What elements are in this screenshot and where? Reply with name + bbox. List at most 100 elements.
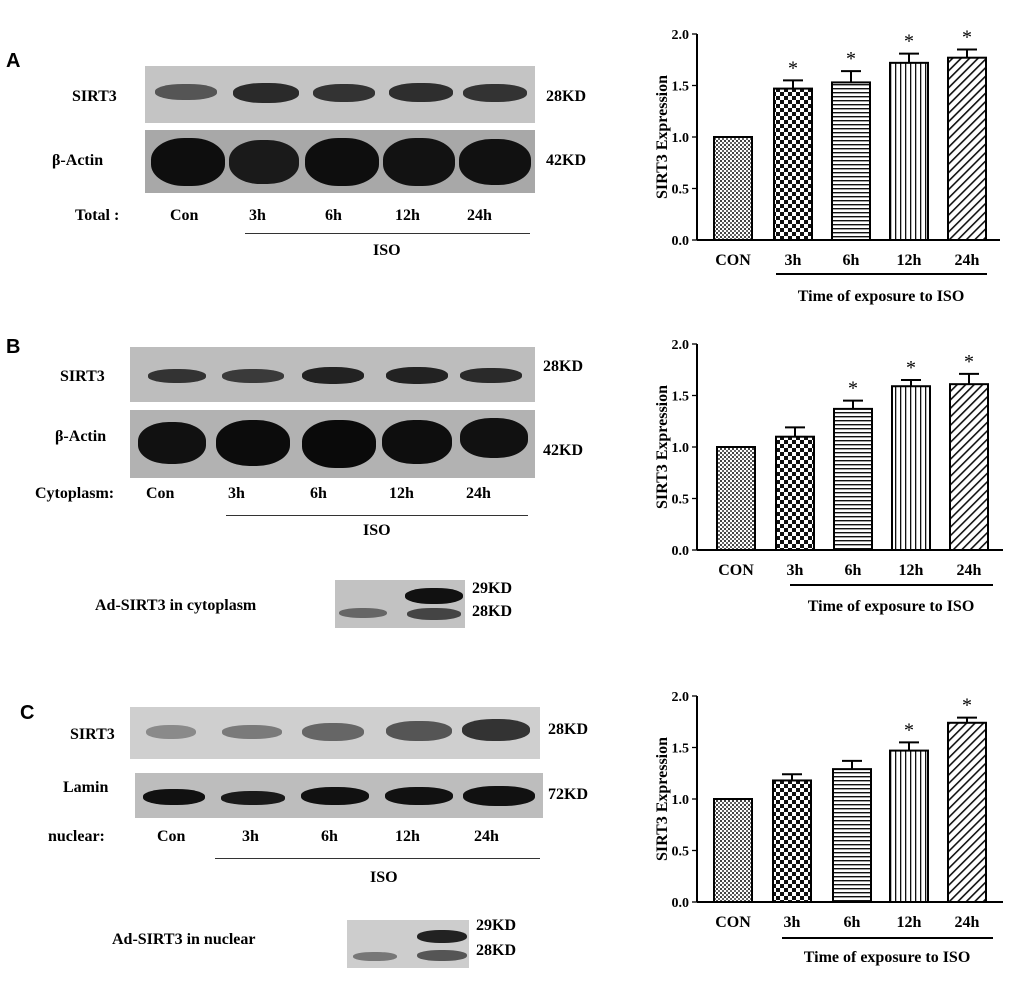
lane-label-a-6h: 6h	[325, 207, 342, 224]
lane-label-b-6h: 6h	[310, 485, 327, 502]
lane-label-b-12h: 12h	[389, 485, 414, 502]
bar-3-CON	[713, 798, 753, 903]
sig-mark-1-2: *	[846, 48, 856, 70]
lane-label-c-24h: 24h	[474, 828, 499, 845]
bar-1-3h	[773, 87, 813, 241]
mw-label-a-1: 28KD	[546, 88, 586, 105]
sig-mark-2-2: *	[848, 378, 858, 400]
y-tick-label-1-1: 0.5	[672, 183, 690, 198]
bar-1-CON	[713, 136, 753, 241]
x-tick-label-1-1: 3h	[785, 252, 802, 269]
blot-sirt3-c	[130, 707, 540, 759]
y-tick-label-3-1: 0.5	[672, 845, 690, 860]
bar-3-12h	[889, 749, 929, 904]
inset-blot-b	[335, 580, 465, 628]
sig-mark-1-4: *	[962, 26, 972, 48]
mw-label-b-1: 28KD	[543, 358, 583, 375]
y-tick-label-1-4: 2.0	[672, 28, 690, 43]
bar-3-3h	[772, 779, 812, 904]
y-tick-label-1-2: 1.0	[672, 131, 690, 146]
y-tick-label-2-1: 0.5	[672, 493, 690, 508]
blot-actin-a	[145, 130, 535, 193]
sig-mark-3-4: *	[962, 695, 972, 717]
inset-mw-c-2: 28KD	[476, 942, 516, 959]
x-tick-label-3-3: 12h	[897, 914, 922, 931]
panel-letter-a: A	[6, 50, 21, 72]
lane-label-a-12h: 12h	[395, 207, 420, 224]
bar-2-12h	[891, 385, 931, 552]
bar-1-6h	[831, 81, 871, 241]
lane-label-c-6h: 6h	[321, 828, 338, 845]
inset-mw-b-2: 28KD	[472, 603, 512, 620]
panel-letter-b: B	[6, 336, 21, 358]
mw-label-c-2: 72KD	[548, 786, 588, 803]
y-tick-label-2-4: 2.0	[672, 338, 690, 353]
x-tick-label-3-4: 24h	[955, 914, 980, 931]
lane-label-b-24h: 24h	[466, 485, 491, 502]
y-tick-label-3-2: 1.0	[672, 793, 690, 808]
lane-label-c-con: Con	[157, 828, 186, 845]
treatment-label-c: ISO	[370, 869, 398, 886]
treatment-bracket-b	[226, 515, 528, 516]
mw-label-a-2: 42KD	[546, 152, 586, 169]
mw-label-b-2: 42KD	[543, 442, 583, 459]
lane-label-b-3h: 3h	[228, 485, 245, 502]
y-tick-label-2-2: 1.0	[672, 441, 690, 456]
y-tick-label-2-3: 1.5	[672, 390, 690, 405]
mw-label-c-1: 28KD	[548, 721, 588, 738]
sig-mark-3-3: *	[904, 719, 914, 741]
treatment-label-b: ISO	[363, 522, 391, 539]
row-label-sirt3-c: SIRT3	[70, 726, 115, 743]
x-tick-label-1-2: 6h	[843, 252, 860, 269]
fraction-label-a: Total :	[75, 207, 120, 224]
lane-label-c-3h: 3h	[242, 828, 259, 845]
bar-3-6h	[832, 768, 872, 903]
x-tick-label-2-1: 3h	[787, 562, 804, 579]
y-title-3: SIRT3 Expression	[654, 737, 671, 861]
lane-label-a-3h: 3h	[249, 207, 266, 224]
x-title-3: Time of exposure to ISO	[804, 949, 971, 966]
x-tick-label-2-4: 24h	[957, 562, 982, 579]
panel-letter-c: C	[20, 702, 35, 724]
inset-mw-b-1: 29KD	[472, 580, 512, 597]
x-tick-label-2-0: CON	[718, 562, 754, 579]
row-label-sirt3-a: SIRT3	[72, 88, 117, 105]
lane-label-a-con: Con	[170, 207, 199, 224]
x-tick-label-2-2: 6h	[845, 562, 862, 579]
inset-label-b: Ad-SIRT3 in cytoplasm	[95, 597, 257, 614]
fraction-label-c: nuclear:	[48, 828, 105, 845]
blot-lamin-c	[135, 773, 543, 818]
x-title-1: Time of exposure to ISO	[798, 288, 965, 305]
y-tick-label-2-0: 0.0	[672, 544, 690, 559]
bar-1-24h	[947, 56, 987, 241]
y-title-1: SIRT3 Expression	[654, 75, 671, 199]
fraction-label-b: Cytoplasm:	[35, 485, 115, 502]
lane-label-c-12h: 12h	[395, 828, 420, 845]
y-tick-label-1-0: 0.0	[672, 234, 690, 249]
row-label-sirt3-b: SIRT3	[60, 368, 105, 385]
sig-mark-2-4: *	[964, 351, 974, 373]
y-tick-label-3-4: 2.0	[672, 690, 690, 705]
blot-sirt3-a	[145, 66, 535, 123]
x-tick-label-2-3: 12h	[899, 562, 924, 579]
sig-mark-1-1: *	[788, 57, 798, 79]
x-tick-label-3-1: 3h	[784, 914, 801, 931]
y-tick-label-3-3: 1.5	[672, 742, 690, 757]
x-tick-label-1-0: CON	[715, 252, 751, 269]
lane-label-b-con: Con	[146, 485, 175, 502]
x-tick-label-3-2: 6h	[844, 914, 861, 931]
treatment-label-a: ISO	[373, 242, 401, 259]
blot-actin-b	[130, 410, 535, 478]
row-label-lamin-c: Lamin	[63, 779, 109, 796]
x-tick-label-3-0: CON	[715, 914, 751, 931]
row-label-actin-b: β-Actin	[55, 428, 107, 445]
inset-label-c: Ad-SIRT3 in nuclear	[112, 931, 256, 948]
y-tick-label-3-0: 0.0	[672, 896, 690, 911]
blot-sirt3-b	[130, 347, 535, 402]
x-title-2: Time of exposure to ISO	[808, 598, 975, 615]
inset-mw-c-1: 29KD	[476, 917, 516, 934]
bar-2-CON	[716, 446, 756, 551]
sig-mark-2-3: *	[906, 357, 916, 379]
sig-mark-1-3: *	[904, 31, 914, 53]
